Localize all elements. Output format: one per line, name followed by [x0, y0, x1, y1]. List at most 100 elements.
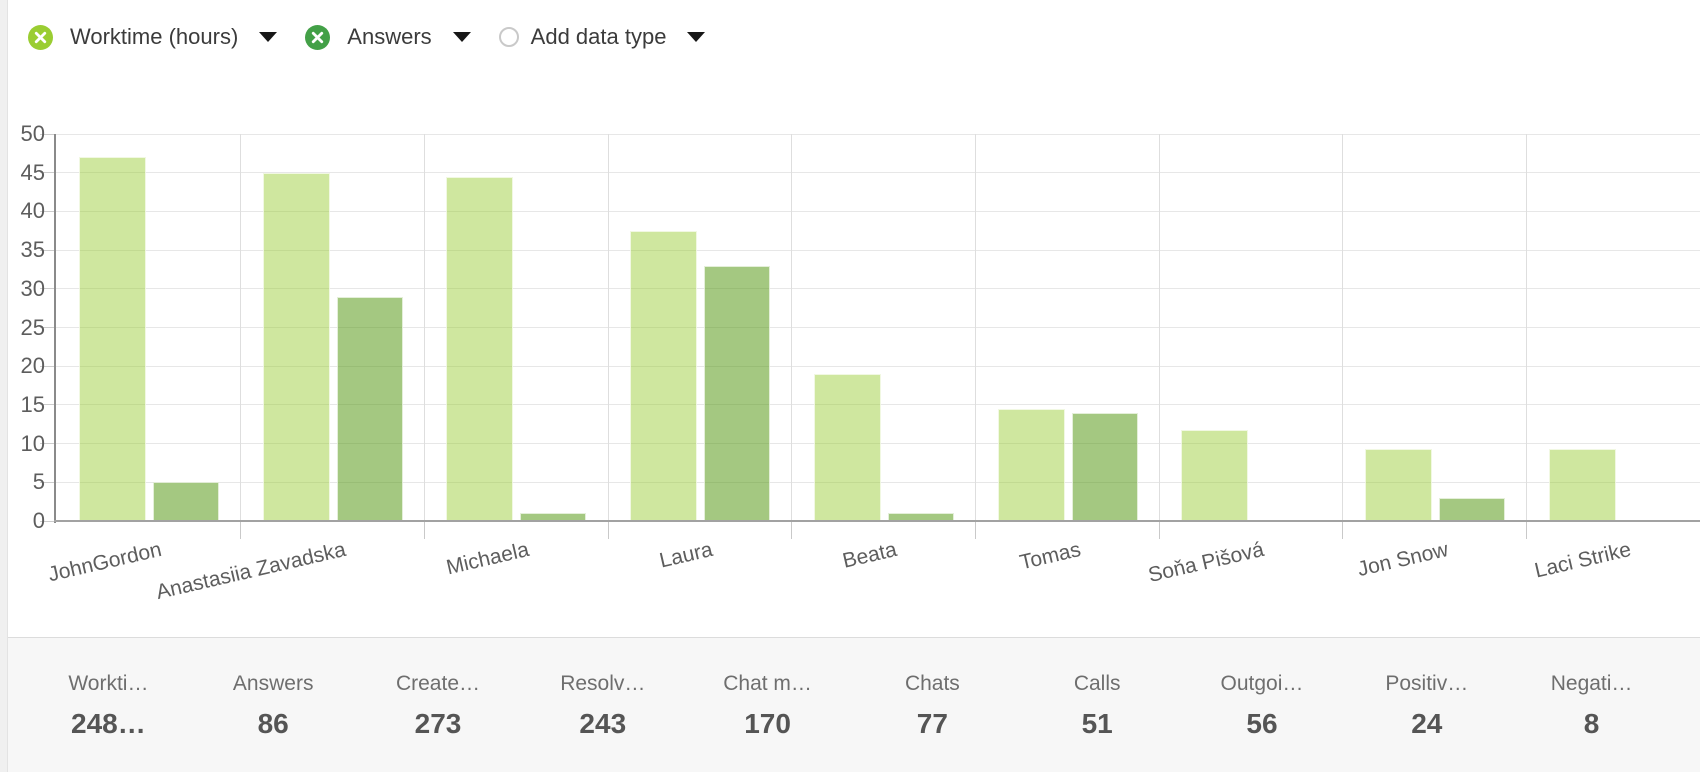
- bar-worktime[interactable]: [1548, 449, 1616, 521]
- y-axis-label: 50: [20, 121, 45, 146]
- bar-worktime[interactable]: [1364, 449, 1432, 521]
- chip-worktime-hours[interactable]: Worktime (hours): [28, 24, 278, 50]
- bar-worktime[interactable]: [262, 172, 330, 521]
- bar-worktime[interactable]: [446, 176, 514, 521]
- x-axis-label: Jon Snow: [1354, 538, 1450, 582]
- bar-answers[interactable]: [153, 482, 219, 521]
- y-axis-label: 25: [20, 314, 45, 340]
- summary-item-value: 248…: [71, 708, 146, 739]
- y-axis-label: 40: [20, 198, 45, 224]
- summary-item-1: Answers 86: [191, 672, 356, 740]
- empty-circle-icon[interactable]: [498, 27, 519, 47]
- y-axis-label: 10: [20, 430, 45, 456]
- x-axis-tick: [975, 522, 976, 539]
- remove-series-icon[interactable]: [305, 24, 331, 50]
- x-axis-label: Laci Strike: [1532, 538, 1634, 583]
- x-axis-label: Tomas: [1017, 538, 1083, 575]
- summary-item-value: 8: [1583, 708, 1600, 739]
- x-axis-tick: [791, 522, 793, 539]
- y-axis-label: 35: [20, 237, 45, 263]
- bar-worktime[interactable]: [79, 157, 146, 521]
- x-axis-tick: [423, 522, 425, 539]
- chip-add-data-type[interactable]: Add data type: [498, 24, 706, 50]
- v-gridline: [607, 134, 609, 521]
- summary-item-value: 24: [1411, 708, 1443, 739]
- x-axis-label: JohnGordon: [46, 538, 165, 587]
- y-axis-tick: [40, 249, 55, 251]
- chip-answers[interactable]: Answers: [305, 24, 471, 50]
- summary-item-4: Chat m… 170: [685, 672, 850, 740]
- v-gridline: [791, 134, 793, 521]
- v-gridline: [1158, 134, 1160, 521]
- summary-item-6: Calls 51: [1015, 672, 1180, 740]
- h-gridline: [55, 210, 1700, 212]
- chevron-down-icon[interactable]: [452, 32, 471, 42]
- x-axis-label: Anastasiia Zavadska: [153, 538, 348, 605]
- y-axis-tick: [40, 404, 55, 406]
- summary-item-label: Calls: [1073, 672, 1121, 695]
- v-gridline: [423, 134, 425, 521]
- summary-item-label: Create…: [395, 672, 480, 695]
- chip-label: Add data type: [530, 24, 667, 49]
- y-axis-tick: [40, 365, 55, 367]
- summary-item-value: 77: [916, 708, 948, 739]
- y-axis-label: 20: [20, 353, 45, 379]
- summary-item-0: Workti… 248…: [26, 672, 191, 740]
- remove-series-icon[interactable]: [28, 24, 53, 50]
- left-edge-strip: [0, 0, 8, 772]
- bar-answers[interactable]: [336, 296, 403, 521]
- y-axis-tick: [40, 288, 55, 290]
- chip-label: Worktime (hours): [70, 24, 239, 49]
- y-axis-label: 0: [32, 508, 45, 533]
- y-axis-tick: [40, 481, 55, 483]
- v-gridline: [1526, 134, 1528, 521]
- chevron-down-icon[interactable]: [259, 32, 278, 42]
- x-axis-label: Beata: [840, 538, 899, 573]
- v-gridline: [240, 134, 242, 521]
- y-axis-tick: [40, 443, 55, 445]
- bar-answers[interactable]: [704, 265, 771, 521]
- bar-answers[interactable]: [1071, 412, 1138, 521]
- y-axis-label: 30: [20, 275, 45, 301]
- summary-item-label: Resolv…: [560, 672, 646, 695]
- y-axis-tick: [40, 210, 55, 212]
- h-gridline: [55, 172, 1700, 174]
- performance-bar-chart: 0 5 10 15 20 25 30 35 40 45 50 JohnGordon Anastasiia…: [20, 121, 1700, 605]
- h-gridline: [55, 404, 1700, 406]
- y-axis-tick: [40, 520, 55, 522]
- summary-item-value: 86: [257, 708, 289, 739]
- bar-answers[interactable]: [1438, 497, 1505, 521]
- h-gridline: [55, 133, 1700, 135]
- summary-bar: Workti… 248… Answers 86 Create… 273 Resolv… 243…: [0, 637, 1700, 772]
- h-gridline: [55, 249, 1700, 251]
- h-gridline: [55, 481, 1700, 483]
- x-axis-label: Michaela: [444, 538, 532, 580]
- summary-item-label: Workti…: [68, 672, 149, 695]
- summary-item-value: 170: [744, 708, 791, 739]
- summary-item-value: 56: [1246, 708, 1278, 739]
- summary-item-label: Answers: [232, 672, 314, 695]
- v-gridline: [975, 134, 976, 521]
- summary-item-2: Create… 273: [356, 672, 521, 740]
- y-axis-tick: [40, 172, 55, 174]
- summary-item-3: Resolv… 243: [520, 672, 685, 740]
- bar-worktime[interactable]: [1181, 430, 1249, 521]
- x-axis-tick: [1526, 522, 1528, 539]
- h-gridline: [55, 443, 1700, 445]
- y-axis-label: 5: [32, 469, 45, 495]
- x-axis-tick: [240, 522, 242, 539]
- summary-item-label: Positiv…: [1385, 672, 1469, 695]
- bar-worktime[interactable]: [630, 230, 698, 521]
- bar-worktime[interactable]: [813, 373, 881, 521]
- bar-worktime[interactable]: [997, 408, 1065, 521]
- y-axis-label: 45: [20, 159, 45, 185]
- x-axis-label: Laura: [657, 538, 716, 573]
- x-axis-tick: [607, 522, 609, 539]
- summary-item-label: Negati…: [1550, 672, 1633, 695]
- data-type-toolbar: Worktime (hours) Answers Add data type: [28, 22, 706, 52]
- summary-item-value: 51: [1081, 708, 1113, 739]
- summary-item-value: 243: [579, 708, 627, 739]
- summary-item-value: 273: [414, 708, 462, 739]
- chevron-down-icon[interactable]: [687, 32, 706, 42]
